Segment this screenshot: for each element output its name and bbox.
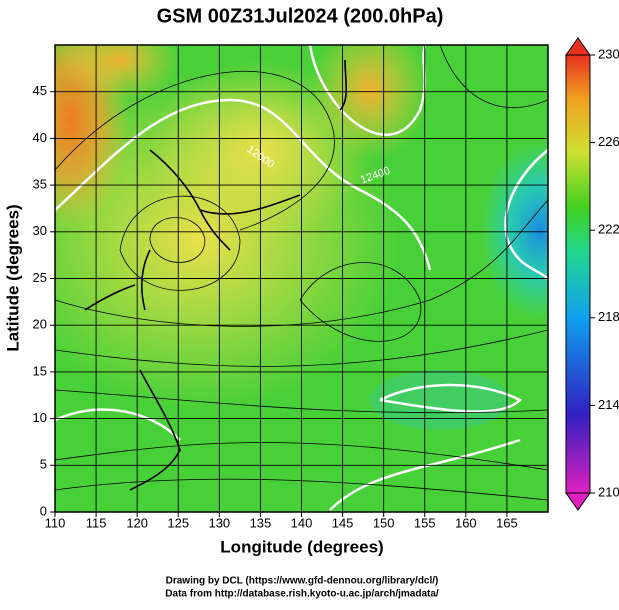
- x-tick-label: 110: [45, 515, 66, 530]
- colorbar-tick-label: 210: [598, 484, 619, 499]
- coastlines: [84, 59, 348, 491]
- x-tick-label: 160: [455, 515, 477, 530]
- x-tick-label: 145: [332, 515, 354, 530]
- streamlines: [55, 45, 548, 501]
- y-tick-label: 40: [33, 130, 47, 145]
- colorbar-tick-label: 226: [598, 134, 619, 149]
- x-tick-label: 165: [496, 515, 518, 530]
- x-tick-label: 155: [414, 515, 436, 530]
- colorbar-tick-label: 214: [598, 397, 619, 412]
- x-tick-label: 150: [373, 515, 395, 530]
- x-tick-label: 115: [86, 515, 107, 530]
- colorbar-tick-label: 218: [598, 309, 619, 324]
- contours: [55, 45, 548, 511]
- x-axis-label: Longitude (degrees): [220, 537, 383, 556]
- title: GSM 00Z31Jul2024 (200.0hPa): [157, 5, 444, 27]
- y-tick-label: 25: [33, 270, 47, 285]
- y-tick-label: 15: [33, 363, 47, 378]
- colorbar-tick-label: 230: [598, 46, 619, 61]
- x-tick-label: 120: [126, 515, 148, 530]
- y-tick-label: 30: [33, 223, 47, 238]
- y-tick-label: 45: [33, 83, 47, 98]
- x-tick-label: 125: [167, 515, 189, 530]
- y-tick-label: 5: [40, 457, 47, 472]
- credit: Data from http://database.rish.kyoto-u.a…: [165, 589, 439, 600]
- y-tick-label: 10: [33, 410, 47, 425]
- colorbar-tick-label: 222: [598, 222, 619, 237]
- colorbar-max-arrow: [565, 37, 591, 56]
- field: [55, 45, 548, 512]
- warm-area: [60, 45, 180, 100]
- colorbar: [565, 54, 591, 494]
- x-tick-label: 135: [250, 515, 272, 530]
- y-tick-label: 0: [40, 503, 47, 518]
- x-tick-label: 140: [291, 515, 313, 530]
- y-axis-label: Latitude (degrees): [3, 204, 22, 351]
- colorbar-min-arrow: [565, 492, 591, 511]
- credit: Drawing by DCL (https://www.gfd-dennou.o…: [166, 576, 439, 587]
- y-tick-label: 20: [33, 317, 47, 332]
- y-tick-label: 35: [33, 177, 47, 192]
- x-tick-label: 130: [208, 515, 230, 530]
- cold-area: [370, 370, 510, 430]
